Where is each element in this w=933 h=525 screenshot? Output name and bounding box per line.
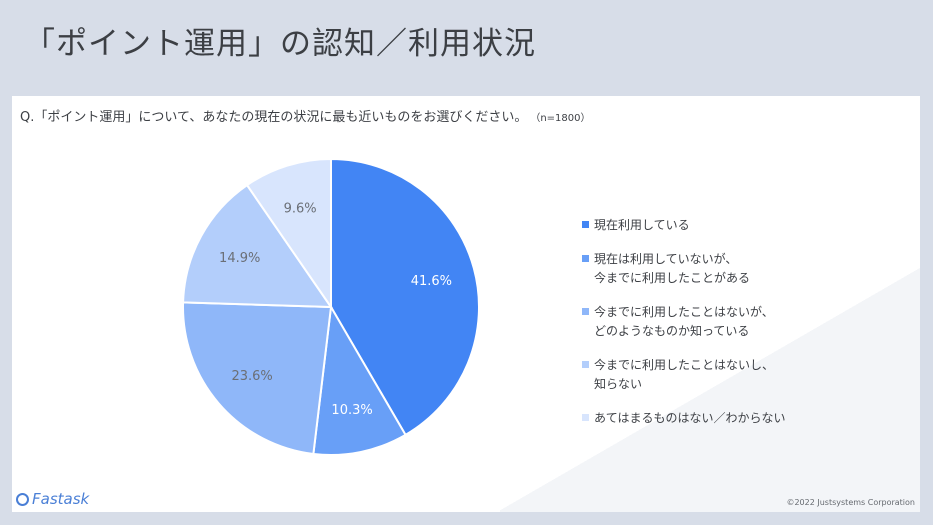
chart-legend: 現在利用している現在は利用していないが、 今までに利用したことがある 今までに利用… [582, 216, 902, 443]
copyright-text: ©2022 Justsystems Corporation [786, 498, 915, 507]
pie-chart: 41.6% 10.3% 23.6% 14.9% 9.6% [182, 157, 480, 456]
pie-slice-5 [245, 157, 332, 311]
logo-text: Fastask [32, 490, 90, 508]
legend-item-5: あてはまるものはない／わからない [582, 409, 902, 428]
pie-slice-3 [182, 301, 333, 456]
pie-slice-1 [330, 157, 480, 437]
slice-value-label-3: 23.6% [231, 369, 272, 384]
question-text: Q.「ポイント運用」について、あなたの現在の状況に最も近いものをお選びください。… [20, 106, 591, 125]
chart-card: Q.「ポイント運用」について、あなたの現在の状況に最も近いものをお選びください。… [12, 96, 920, 512]
legend-swatch [582, 361, 589, 368]
legend-item-2: 現在は利用していないが、 今までに利用したことがある [582, 250, 902, 288]
slice-value-label-1: 41.6% [411, 274, 452, 289]
legend-label: 現在は利用していないが、 今までに利用したことがある [594, 252, 751, 285]
fastask-logo: Fastask [16, 490, 89, 508]
legend-swatch [582, 255, 589, 262]
legend-label: 今までに利用したことはないし、 知らない [594, 358, 775, 391]
pie-slice-2 [312, 303, 407, 456]
legend-item-4: 今までに利用したことはないし、 知らない [582, 356, 902, 394]
legend-label: 今までに利用したことはないが、 どのようなものか知っている [594, 305, 774, 338]
sample-size: （n=1800） [535, 113, 591, 124]
background-decoration [500, 212, 920, 512]
pie-slice-4 [182, 183, 333, 309]
legend-item-3: 今までに利用したことはないが、 どのようなものか知っている [582, 303, 902, 341]
question-label: Q.「ポイント運用」について、あなたの現在の状況に最も近いものをお選びください。 [20, 110, 528, 125]
page-title: 「ポイント運用」の認知／利用状況 [24, 26, 536, 62]
slice-value-label-2: 10.3% [331, 403, 372, 418]
legend-swatch [582, 308, 589, 315]
logo-icon [16, 492, 29, 506]
slice-value-label-5: 9.6% [284, 202, 317, 217]
legend-swatch [582, 414, 589, 421]
legend-item-1: 現在利用している [582, 216, 902, 235]
legend-label: あてはまるものはない／わからない [594, 411, 786, 425]
legend-swatch [582, 221, 589, 228]
legend-label: 現在利用している [594, 218, 690, 232]
slice-value-label-4: 14.9% [219, 251, 260, 266]
